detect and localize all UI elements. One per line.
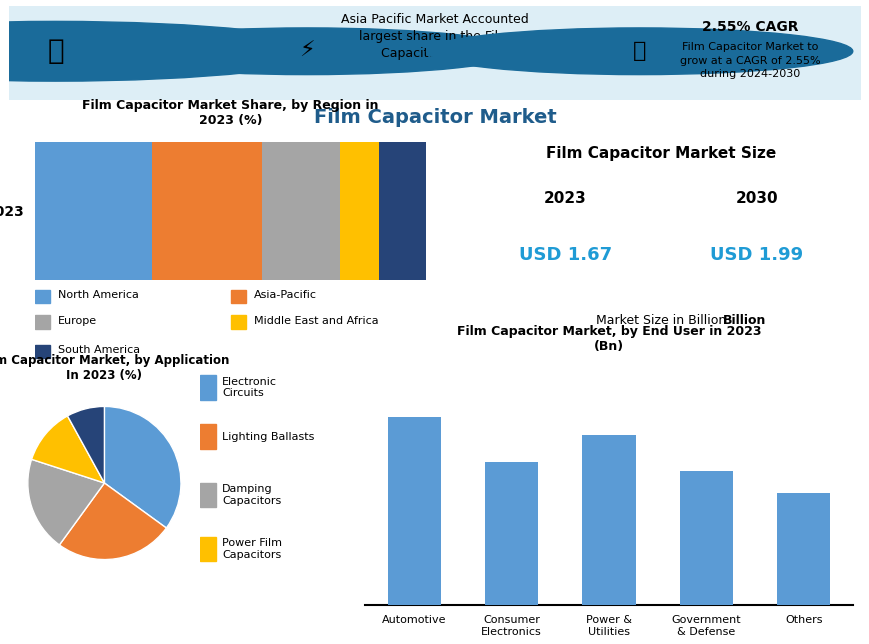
Bar [230, 290, 246, 303]
Circle shape [0, 21, 328, 81]
Text: 2030: 2030 [735, 191, 777, 206]
Text: 🌐: 🌐 [47, 37, 63, 65]
Text: Asia-Pacific: Asia-Pacific [254, 290, 316, 299]
Text: Market Size in Billion: Market Size in Billion [595, 314, 726, 327]
Bar [387, 417, 441, 605]
Bar [581, 435, 635, 605]
Text: USD 1.99: USD 1.99 [709, 246, 803, 263]
Bar [262, 142, 340, 279]
Bar [200, 537, 216, 562]
Text: Asia Pacific Market Accounted
largest share in the Film
Capacitor Market: Asia Pacific Market Accounted largest sh… [341, 13, 528, 60]
Text: Electronic
Circuits: Electronic Circuits [222, 377, 276, 399]
Wedge shape [31, 416, 104, 483]
Text: Film Capacitor Market: Film Capacitor Market [313, 108, 556, 127]
Text: Europe: Europe [58, 316, 97, 326]
Bar [200, 375, 216, 400]
Wedge shape [59, 483, 166, 560]
Text: 2023: 2023 [543, 191, 587, 206]
Text: MMR: MMR [103, 51, 156, 70]
Bar [484, 462, 538, 605]
Wedge shape [28, 459, 104, 545]
Text: North America: North America [58, 290, 139, 299]
Bar [679, 471, 733, 605]
Bar [35, 142, 152, 279]
Wedge shape [68, 406, 104, 483]
Bar [152, 142, 262, 279]
Text: Middle East and Africa: Middle East and Africa [254, 316, 378, 326]
Text: Damping
Capacitors: Damping Capacitors [222, 484, 281, 506]
Title: Film Capacitor Market Share, by Region in
2023 (%): Film Capacitor Market Share, by Region i… [83, 99, 378, 127]
Circle shape [94, 28, 520, 75]
Text: Film Capacitor Market to
grow at a CAGR of 2.55%
during 2024-2030: Film Capacitor Market to grow at a CAGR … [680, 43, 819, 79]
Text: 🔥: 🔥 [633, 41, 646, 61]
Text: Billion: Billion [721, 314, 765, 327]
Text: South America: South America [58, 345, 140, 355]
Bar [776, 493, 830, 605]
Bar [35, 345, 50, 359]
FancyBboxPatch shape [9, 6, 860, 100]
Wedge shape [104, 406, 181, 528]
Text: ⚡: ⚡ [299, 41, 315, 61]
Bar [200, 424, 216, 449]
Bar [35, 316, 50, 329]
Circle shape [426, 28, 852, 75]
Bar [340, 142, 379, 279]
Title: Film Capacitor Market, by End User in 2023
(Bn): Film Capacitor Market, by End User in 20… [456, 325, 760, 352]
Text: 2.55% CAGR: 2.55% CAGR [701, 20, 798, 34]
Text: Lighting Ballasts: Lighting Ballasts [222, 431, 314, 442]
Bar [200, 483, 216, 507]
Bar [379, 142, 426, 279]
Bar [230, 316, 246, 329]
Bar [35, 290, 50, 303]
Text: Power Film
Capacitors: Power Film Capacitors [222, 538, 282, 560]
Text: USD 1.67: USD 1.67 [518, 246, 612, 263]
Title: Film Capacitor Market, by Application
In 2023 (%): Film Capacitor Market, by Application In… [0, 354, 229, 382]
Text: Film Capacitor Market Size: Film Capacitor Market Size [546, 146, 775, 161]
